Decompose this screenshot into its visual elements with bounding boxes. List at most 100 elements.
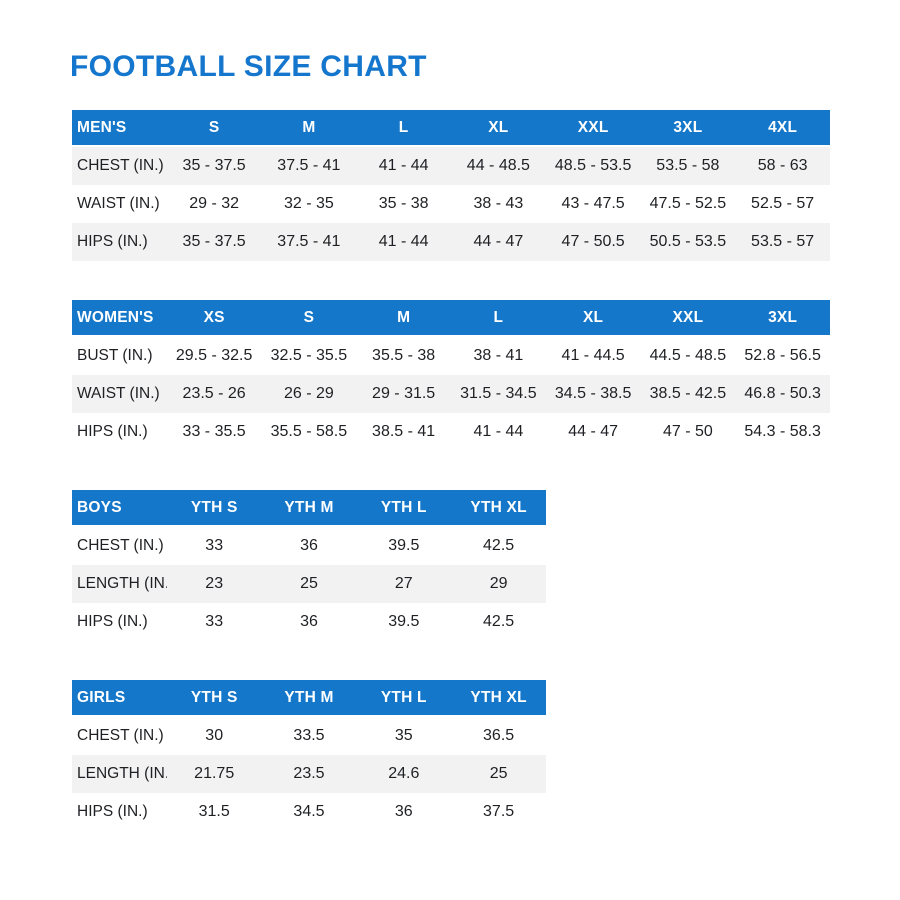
mens-header-row: MEN'S S M L XL XXL 3XL 4XL (72, 110, 830, 147)
table-title-cell: BOYS (72, 490, 167, 527)
value-cell: 52.5 - 57 (751, 195, 815, 212)
size-header-cell: M (356, 300, 451, 337)
value-cell: 46.8 - 50.3 (735, 375, 830, 413)
table-title-cell: GIRLS (72, 680, 167, 717)
value-cell: 47.5 - 52.5 (649, 195, 727, 212)
size-header-cell: 3XL (640, 110, 736, 147)
value-cell: 36 (300, 613, 318, 630)
table-row: BUST (IN.) 29.5 - 32.5 32.5 - 35.5 35.5 - 3… (72, 337, 830, 375)
womens-size-table: WOMEN'S XS S M L XL XXL 3XL BUST (IN.) 29.5 - 32.… (72, 300, 830, 451)
value-cell: 41 - 44.5 (561, 347, 625, 364)
value-cell: 47 - 50.5 (545, 223, 641, 261)
tables-container: MEN'S S M L XL XXL 3XL 4XL CHEST (IN.) 35 - 37.5 3… (70, 110, 900, 831)
size-header-cell: XXL (545, 110, 641, 147)
size-header-cell: M (261, 110, 357, 147)
value-cell: 44 - 48.5 (451, 147, 546, 185)
size-header-cell: YTH XL (451, 490, 546, 527)
value-cell: 44 - 47 (451, 223, 546, 261)
boys-size-table: BOYS YTH S YTH M YTH L YTH XL CHEST (IN.) 33 36… (72, 490, 546, 641)
value-cell: 44 - 47 (568, 423, 619, 440)
value-cell: 36 (394, 803, 413, 820)
value-cell: 41 - 44 (356, 147, 451, 185)
value-cell: 36.5 (483, 727, 515, 744)
value-cell: 29.5 - 32.5 (175, 347, 253, 364)
value-cell: 34.5 (293, 803, 325, 820)
value-cell: 35 - 38 (378, 195, 429, 212)
value-cell: 31.5 (198, 803, 230, 820)
value-cell: 36 (300, 537, 318, 554)
value-cell: 33 - 35.5 (182, 423, 246, 440)
value-cell: 30 (205, 727, 224, 744)
value-cell: 39.5 (388, 537, 420, 554)
value-cell: 58 - 63 (735, 147, 830, 185)
page-title: FOOTBALL SIZE CHART (70, 50, 427, 83)
value-cell: 50.5 - 53.5 (640, 223, 736, 261)
value-cell: 32.5 - 35.5 (270, 347, 348, 364)
value-cell: 37.5 - 41 (261, 147, 357, 185)
value-cell: 21.75 (166, 755, 262, 793)
value-cell: 53.5 - 57 (735, 223, 830, 261)
value-cell: 23.5 - 26 (166, 375, 262, 413)
row-label-cell: CHEST (IN.) (77, 537, 164, 554)
value-cell: 23.5 (261, 755, 357, 793)
value-cell: 42.5 (483, 537, 515, 554)
table-row: LENGTH (IN.) 23 25 27 29 (72, 565, 546, 603)
size-chart-page: FOOTBALL SIZE CHART MEN'S S M L XL XXL 3XL 4XL C… (70, 50, 900, 831)
value-cell: 38 - 43 (473, 195, 524, 212)
value-cell: 35 (394, 727, 413, 744)
value-cell: 23 (166, 565, 262, 603)
size-header-cell: YTH S (166, 490, 262, 527)
value-cell: 29 - 32 (189, 195, 240, 212)
row-label-cell: HIPS (IN.) (72, 223, 167, 261)
value-cell: 29 (451, 565, 546, 603)
size-header-cell: YTH XL (451, 680, 546, 717)
value-cell: 35 - 37.5 (166, 147, 262, 185)
value-cell: 54.3 - 58.3 (744, 423, 821, 440)
table-title-cell: WOMEN'S (72, 300, 167, 337)
value-cell: 31.5 - 34.5 (451, 375, 546, 413)
value-cell: 35.5 - 38 (372, 347, 436, 364)
value-cell: 38.5 - 41 (372, 423, 436, 440)
row-label-cell: LENGTH (IN.) (72, 755, 167, 793)
womens-header-row: WOMEN'S XS S M L XL XXL 3XL (72, 300, 830, 337)
table-row: CHEST (IN.) 33 36 39.5 42.5 (72, 527, 546, 565)
row-label-cell: HIPS (IN.) (77, 803, 148, 820)
value-cell: 37.5 (483, 803, 515, 820)
boys-header-row: BOYS YTH S YTH M YTH L YTH XL (72, 490, 546, 527)
value-cell: 52.8 - 56.5 (744, 347, 821, 364)
table-row: LENGTH (IN.) 21.75 23.5 24.6 25 (72, 755, 546, 793)
value-cell: 41 - 44 (356, 223, 451, 261)
mens-size-table: MEN'S S M L XL XXL 3XL 4XL CHEST (IN.) 35 - 37.5 3… (72, 110, 830, 261)
size-header-cell: YTH L (356, 680, 452, 717)
table-row: HIPS (IN.) 35 - 37.5 37.5 - 41 41 - 44 44 - … (72, 223, 830, 261)
row-label-cell: BUST (IN.) (77, 347, 153, 364)
size-header-cell: L (451, 300, 546, 337)
value-cell: 32 - 35 (283, 195, 334, 212)
girls-header-row: GIRLS YTH S YTH M YTH L YTH XL (72, 680, 546, 717)
value-cell: 26 - 29 (261, 375, 357, 413)
size-header-cell: S (166, 110, 262, 147)
size-header-cell: XXL (640, 300, 736, 337)
value-cell: 41 - 44 (473, 423, 524, 440)
size-header-cell: XL (451, 110, 546, 147)
table-row: HIPS (IN.) 31.5 34.5 36 37.5 (72, 793, 546, 831)
size-header-cell: YTH M (261, 490, 357, 527)
value-cell: 33 (205, 613, 224, 630)
table-row: WAIST (IN.) 29 - 32 32 - 35 35 - 38 38 - 43 4… (72, 185, 830, 223)
size-header-cell: XS (166, 300, 262, 337)
size-header-cell: YTH S (166, 680, 262, 717)
girls-size-table: GIRLS YTH S YTH M YTH L YTH XL CHEST (IN.) 30 3… (72, 680, 546, 831)
value-cell: 37.5 - 41 (261, 223, 357, 261)
value-cell: 29 - 31.5 (356, 375, 451, 413)
value-cell: 53.5 - 58 (640, 147, 736, 185)
value-cell: 35.5 - 58.5 (270, 423, 348, 440)
size-header-cell: L (356, 110, 451, 147)
value-cell: 24.6 (356, 755, 452, 793)
value-cell: 47 - 50 (662, 423, 713, 440)
row-label-cell: WAIST (IN.) (77, 195, 160, 212)
value-cell: 43 - 47.5 (561, 195, 625, 212)
row-label-cell: HIPS (IN.) (77, 613, 148, 630)
table-row: HIPS (IN.) 33 36 39.5 42.5 (72, 603, 546, 641)
value-cell: 48.5 - 53.5 (545, 147, 641, 185)
value-cell: 34.5 - 38.5 (545, 375, 641, 413)
